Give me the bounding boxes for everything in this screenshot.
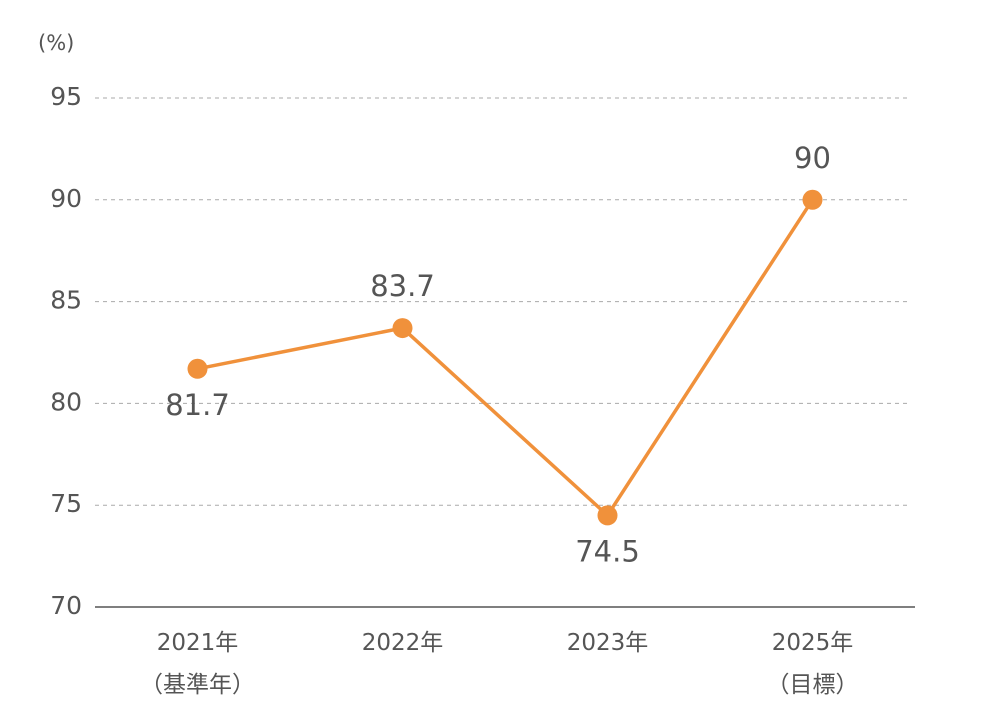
x-tick-label: 2022年	[362, 630, 444, 656]
x-tick-label: 2023年	[567, 630, 649, 656]
x-tick-line: （基準年）	[140, 672, 255, 698]
y-tick-label: 80	[50, 387, 82, 416]
y-tick-label: 95	[50, 82, 82, 111]
data-label: 90	[794, 141, 831, 175]
marker	[802, 189, 823, 210]
marker	[187, 358, 208, 379]
data-label: 74.5	[575, 534, 640, 568]
marker	[597, 505, 618, 526]
marker	[392, 318, 413, 339]
x-tick-label: 2025年 （目標）	[767, 630, 859, 698]
x-tick-line: （目標）	[767, 672, 859, 698]
x-tick-line: 2023年	[567, 630, 649, 656]
y-tick-label: 70	[50, 591, 82, 620]
y-tick-label: 75	[50, 489, 82, 518]
y-tick-label: 85	[50, 286, 82, 315]
line	[197, 198, 814, 519]
data-label: 83.7	[370, 269, 435, 303]
x-tick-line: 2025年	[772, 630, 854, 656]
x-tick-line: 2022年	[362, 630, 444, 656]
data-label: 81.7	[165, 388, 230, 422]
y-tick-label: 90	[50, 184, 82, 213]
x-tick-label: 2021年 （基準年）	[140, 630, 255, 698]
x-tick-line: 2021年	[157, 630, 239, 656]
y-unit: (%)	[38, 31, 74, 55]
